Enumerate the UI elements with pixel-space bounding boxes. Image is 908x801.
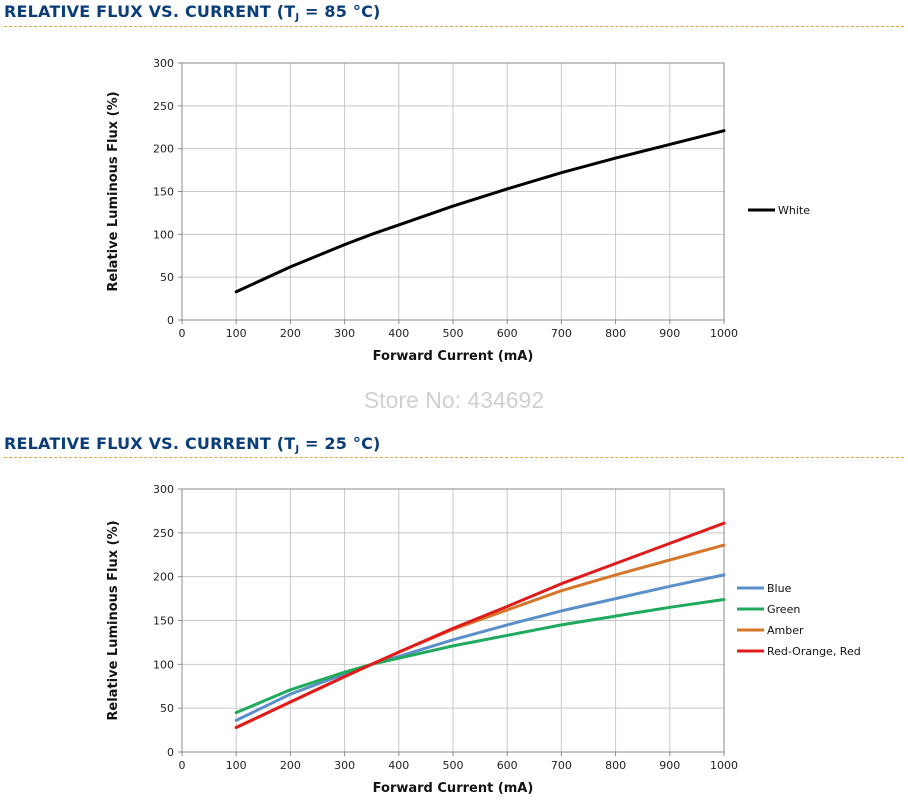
series-line-white: [234, 129, 726, 294]
y-tick-label: 50: [160, 271, 174, 284]
series-line-green: [234, 598, 726, 715]
x-tick-label: 0: [179, 327, 186, 340]
x-tick-label: 100: [226, 759, 247, 772]
x-tick-label: 500: [443, 327, 464, 340]
x-tick-label: 300: [334, 759, 355, 772]
chart-2: 0 100 200 300 400 500 600 700 800 900 1000 0 50 100 15…: [106, 483, 861, 796]
chart-2-divider: [4, 457, 904, 458]
x-tick-label: 0: [179, 759, 186, 772]
series-line-red-orange-red: [234, 521, 726, 729]
x-tick-label: 200: [280, 327, 301, 340]
x-tick-label: 300: [334, 327, 355, 340]
y-tick-label: 100: [153, 228, 174, 241]
chart-1-title-prefix: RELATIVE FLUX VS. CURRENT (T: [4, 2, 296, 21]
x-tick-label: 100: [226, 327, 247, 340]
x-tick-label: 700: [551, 759, 572, 772]
chart-2-title: RELATIVE FLUX VS. CURRENT (TJ = 25 °C): [4, 434, 381, 455]
legend-label: White: [778, 204, 810, 217]
chart-1-title: RELATIVE FLUX VS. CURRENT (TJ = 85 °C): [4, 2, 381, 23]
y-tick-label: 100: [153, 658, 174, 671]
x-tick-label: 400: [388, 759, 409, 772]
x-tick-label: 800: [605, 327, 626, 340]
y-axis-title: Relative Luminous Flux (%): [106, 520, 121, 720]
x-tick-label: 600: [497, 327, 518, 340]
chart-2-title-subscript: J: [295, 444, 300, 455]
x-tick-label: 900: [659, 327, 680, 340]
y-tick-label: 250: [153, 527, 174, 540]
y-tick-label: 150: [153, 615, 174, 628]
chart-1-divider: [4, 26, 904, 27]
x-tick-label: 600: [497, 759, 518, 772]
y-tick-label: 200: [153, 571, 174, 584]
x-tick-label: 1000: [710, 759, 738, 772]
x-tick-label: 400: [388, 327, 409, 340]
y-tick-label: 0: [167, 746, 174, 759]
series-line-amber: [234, 543, 726, 729]
series-line-blue: [234, 573, 726, 722]
x-tick-label: 800: [605, 759, 626, 772]
chart-1-title-suffix: = 85 °C): [299, 2, 381, 21]
y-tick-label: 200: [153, 143, 174, 156]
chart-2-title-suffix: = 25 °C): [299, 434, 381, 453]
x-tick-label: 1000: [710, 327, 738, 340]
chart-1-title-subscript: J: [295, 12, 300, 23]
legend-label: Green: [767, 603, 800, 616]
x-axis-title: Forward Current (mA): [373, 349, 534, 364]
legend-label: Red-Orange, Red: [767, 645, 861, 658]
legend-label: Amber: [767, 624, 804, 637]
y-tick-label: 150: [153, 186, 174, 199]
legend-label: Blue: [767, 582, 792, 595]
x-tick-label: 200: [280, 759, 301, 772]
x-tick-label: 700: [551, 327, 572, 340]
y-tick-label: 0: [167, 314, 174, 327]
y-tick-label: 50: [160, 702, 174, 715]
x-tick-label: 500: [443, 759, 464, 772]
x-tick-label: 900: [659, 759, 680, 772]
y-tick-label: 250: [153, 100, 174, 113]
x-axis-title: Forward Current (mA): [373, 781, 534, 796]
y-axis-title: Relative Luminous Flux (%): [106, 91, 121, 291]
y-tick-label: 300: [153, 57, 174, 70]
store-watermark: Store No: 434692: [363, 387, 545, 413]
chart-1: 0 100 200 300 400 500 600 700 800 900 1000 0 50 100 15…: [106, 57, 810, 364]
chart-2-title-prefix: RELATIVE FLUX VS. CURRENT (T: [4, 434, 296, 453]
y-tick-label: 300: [153, 483, 174, 496]
